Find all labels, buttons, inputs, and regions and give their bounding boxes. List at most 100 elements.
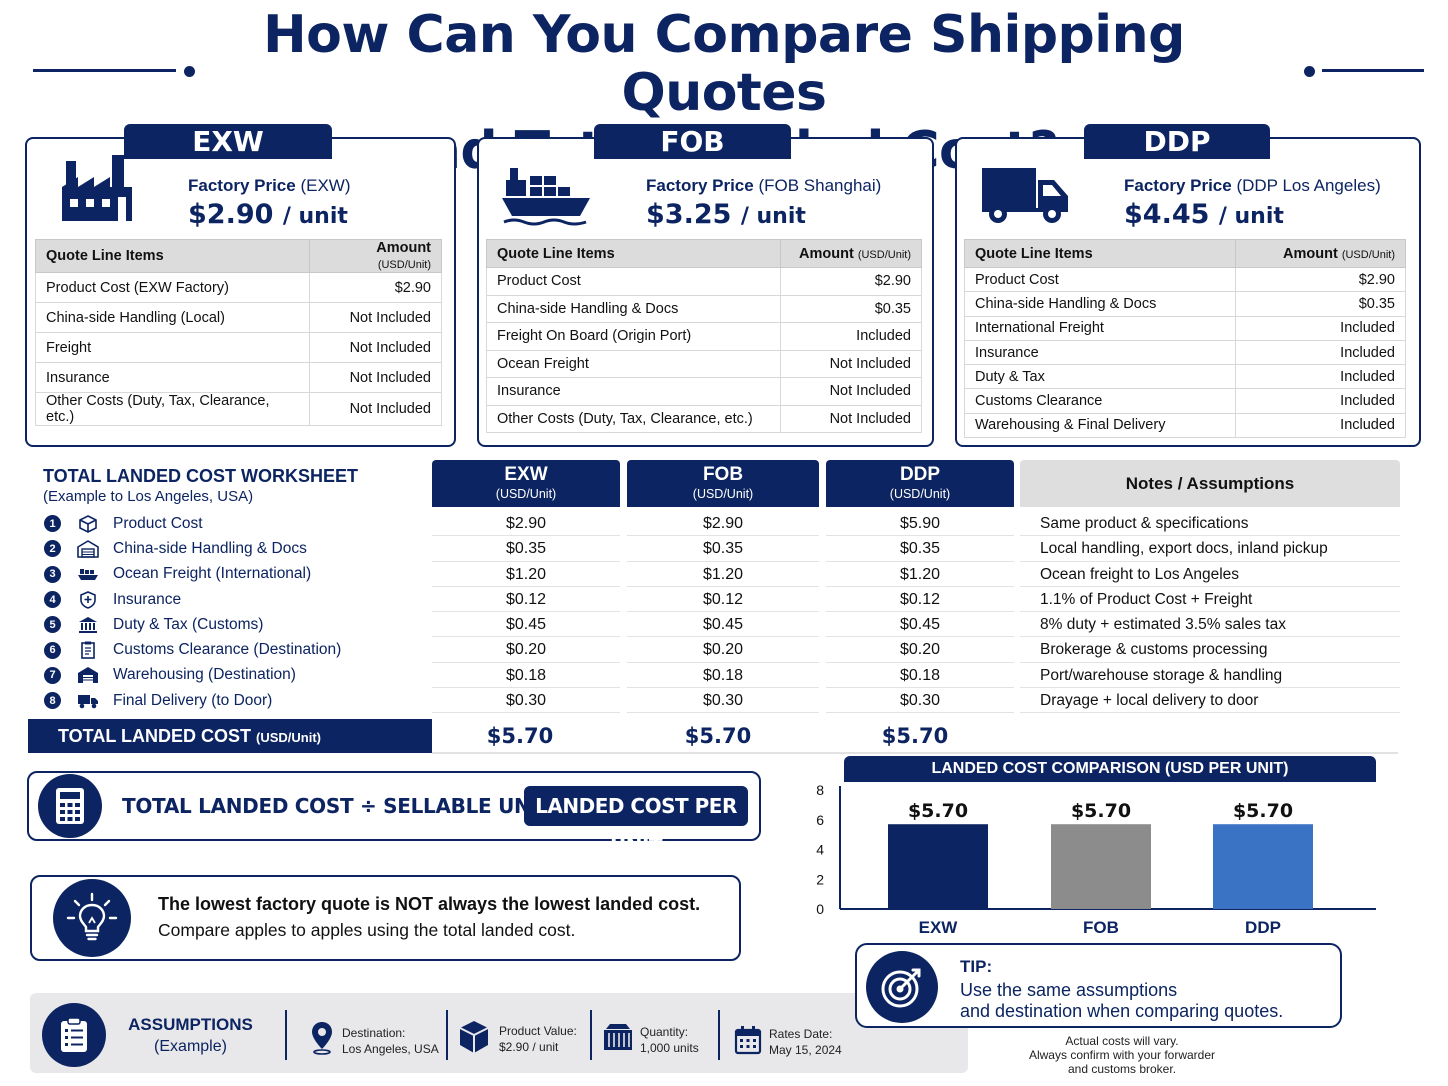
- factory-icon: [58, 153, 136, 223]
- ddp-price: $4.45: [1124, 199, 1210, 230]
- table-row: Product Cost $2.90: [486, 267, 923, 296]
- worksheet-values-exw: $2.90 $0.35 $1.20 $0.12 $0.45 $0.20 $0.1…: [432, 511, 620, 714]
- tip-title: TIP:: [960, 957, 993, 976]
- ddp-price-note: (DDP Los Angeles): [1236, 176, 1381, 195]
- list-item: 7 Warehousing (Destination): [28, 663, 432, 688]
- title-dot-right: [1304, 66, 1315, 77]
- ddp-col-amount: Amount: [1283, 245, 1338, 262]
- assumption-value-key: Product Value:: [499, 1024, 577, 1038]
- table-row: Ocean Freight Not Included: [486, 349, 923, 378]
- exw-col-items: Quote Line Items: [35, 239, 310, 273]
- list-item: 8 Final Delivery (to Door): [28, 688, 432, 713]
- formula-result: LANDED COST PER UNIT: [524, 786, 748, 858]
- table-row: Customs Clearance Included: [964, 388, 1407, 414]
- fob-price-note: (FOB Shanghai): [758, 176, 882, 195]
- table-row: Freight On Board (Origin Port) Included: [486, 322, 923, 351]
- bar-data-label: $5.70: [1233, 800, 1293, 822]
- table-row: Other Costs (Duty, Tax, Clearance, etc.)…: [486, 404, 923, 433]
- table-row: Freight Not Included: [35, 332, 443, 363]
- tip-line-1: Use the same assumptions: [960, 980, 1178, 1000]
- bar-fob: [1051, 824, 1151, 909]
- item-number-badge: 7: [44, 666, 61, 684]
- exw-price: $2.90: [188, 199, 274, 230]
- list-item: 4 Insurance: [28, 587, 432, 612]
- fob-quote-table: Quote Line Items Amount (USD/Unit) Produ…: [486, 239, 923, 433]
- y-tick-label: 6: [816, 812, 824, 828]
- title-divider-right: [1322, 69, 1424, 72]
- table-row: China-side Handling (Local) Not Included: [35, 302, 443, 333]
- item-number-badge: 3: [44, 565, 61, 583]
- exw-quote-table: Quote Line Items Amount (USD/Unit) Produ…: [35, 239, 443, 426]
- exw-card-tab: EXW: [124, 124, 332, 159]
- list-item: 5 Duty & Tax (Customs): [28, 612, 432, 637]
- bar-data-label: $5.70: [1071, 800, 1131, 822]
- ddp-price-label: Factory Price: [1124, 176, 1232, 195]
- table-row: Warehousing & Final Delivery Included: [964, 412, 1407, 439]
- list-item: 2 China-side Handling & Docs: [28, 536, 432, 561]
- notes-list: Same product & specifications Local hand…: [1020, 511, 1400, 714]
- ddp-col-items: Quote Line Items: [964, 239, 1236, 268]
- table-row: Insurance Included: [964, 339, 1407, 366]
- item-number-badge: 4: [44, 591, 61, 609]
- worksheet-subtitle: (Example to Los Angeles, USA): [43, 488, 254, 505]
- assumption-quantity-value: 1,000 units: [640, 1041, 699, 1055]
- ddp-price-unit: / unit: [1218, 204, 1284, 229]
- exw-price-label: Factory Price: [188, 176, 296, 195]
- assumption-destination-value: Los Angeles, USA: [342, 1042, 439, 1056]
- assumptions-subtitle: (Example): [154, 1038, 227, 1055]
- item-number-badge: 1: [44, 515, 61, 533]
- insight-subtext: Compare apples to apples using the total…: [158, 920, 576, 940]
- x-tick-label: DDP: [1245, 918, 1281, 937]
- target-icon: [866, 951, 938, 1023]
- worksheet-col-fob: FOB (USD/Unit): [627, 460, 819, 507]
- item-number-badge: 6: [44, 641, 61, 659]
- total-exw: $5.70: [486, 724, 554, 748]
- storehouse-icon: [77, 666, 99, 684]
- exw-col-amount-unit: (USD/Unit): [377, 259, 431, 271]
- location-pin-icon: [310, 1021, 336, 1055]
- title-dot-left: [184, 66, 195, 77]
- ddp-quote-table: Quote Line Items Amount (USD/Unit) Produ…: [964, 239, 1407, 439]
- table-row: International Freight Included: [964, 315, 1407, 341]
- government-icon: [77, 616, 99, 634]
- list-item: 3 Ocean Freight (International): [28, 562, 432, 587]
- divider: [718, 1010, 720, 1060]
- x-tick-label: FOB: [1083, 918, 1119, 937]
- title-divider-left: [33, 69, 176, 72]
- table-row: China-side Handling & Docs $0.35: [486, 294, 923, 323]
- worksheet-title: TOTAL LANDED COST WORKSHEET: [43, 466, 358, 486]
- ship-icon: [500, 162, 592, 226]
- truck-icon: [980, 164, 1070, 226]
- insight-banner: [30, 875, 741, 961]
- table-row: Insurance Not Included: [35, 362, 443, 393]
- container-icon: [602, 1022, 634, 1052]
- assumptions-strip: [30, 993, 968, 1073]
- table-row: Duty & Tax Included: [964, 364, 1407, 390]
- cube-icon: [458, 1020, 490, 1054]
- lightbulb-icon: [53, 879, 131, 957]
- warehouse-icon: [77, 540, 99, 558]
- insight-headline: The lowest factory quote is NOT always t…: [158, 894, 701, 914]
- table-row: Insurance Not Included: [486, 377, 923, 406]
- assumption-date-key: Rates Date:: [769, 1027, 833, 1041]
- item-number-badge: 8: [44, 692, 61, 710]
- table-row: Product Cost $2.90: [964, 266, 1407, 293]
- exw-price-unit: / unit: [282, 204, 348, 229]
- exw-col-amount: Amount: [376, 240, 431, 256]
- fob-price-unit: / unit: [740, 204, 806, 229]
- y-tick-label: 8: [816, 782, 824, 798]
- tip-line-2: and destination when comparing quotes.: [960, 1001, 1284, 1021]
- page-title: How Can You Compare Shipping Quotes and …: [263, 5, 1185, 180]
- disclaimer: Actual costs will vary. Always confirm w…: [1028, 1034, 1216, 1076]
- assumption-date-value: May 15, 2024: [769, 1043, 842, 1057]
- shield-icon: [77, 590, 99, 609]
- notes-header: Notes / Assumptions: [1020, 460, 1400, 507]
- x-tick-label: EXW: [919, 918, 959, 937]
- ddp-col-amount-unit: (USD/Unit): [1341, 248, 1395, 261]
- assumption-destination-key: Destination:: [342, 1026, 406, 1040]
- list-item: 1 Product Cost: [28, 511, 432, 536]
- worksheet-values-ddp: $5.90 $0.35 $1.20 $0.12 $0.45 $0.20 $0.1…: [826, 511, 1014, 714]
- y-tick-label: 4: [816, 842, 824, 858]
- worksheet-values-fob: $2.90 $0.35 $1.20 $0.12 $0.45 $0.20 $0.1…: [627, 511, 819, 714]
- fob-price: $3.25: [646, 199, 732, 230]
